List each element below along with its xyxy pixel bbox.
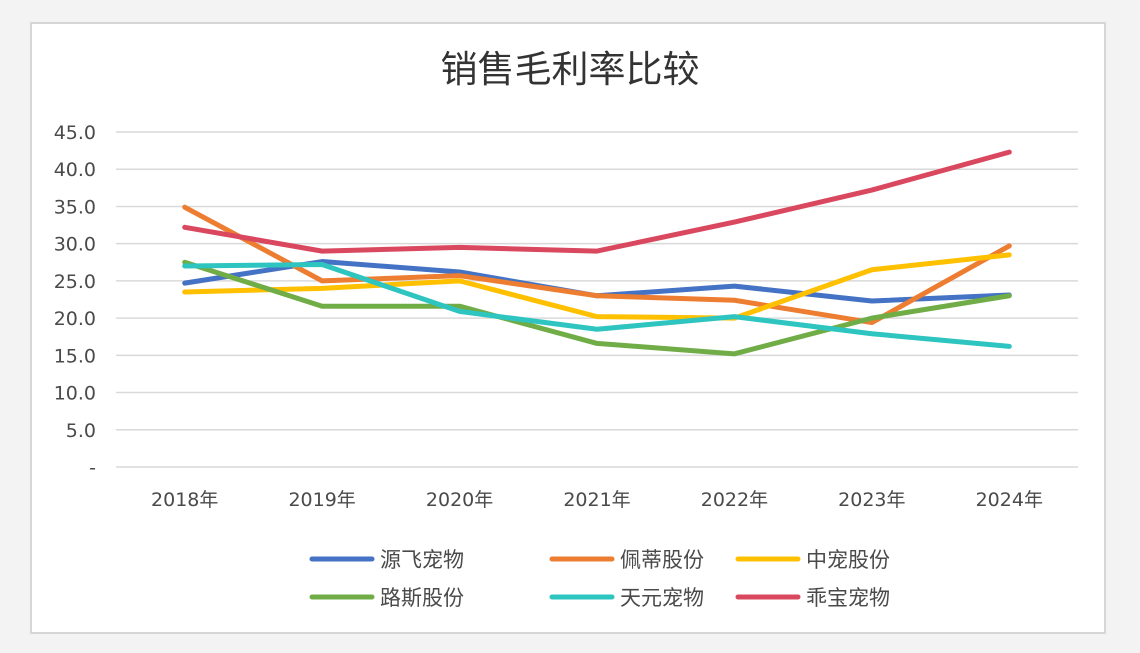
legend-label: 路斯股份: [380, 586, 464, 610]
x-tick-label: 2023年: [838, 489, 905, 511]
legend-label: 乖宝宠物: [806, 586, 890, 610]
x-tick-label: 2022年: [701, 489, 768, 511]
series-line: [182, 259, 1012, 357]
y-tick-label: 5.0: [66, 420, 96, 442]
series-line: [182, 149, 1012, 254]
legend-label: 源飞宠物: [380, 548, 464, 572]
y-tick-label: 25.0: [54, 271, 96, 293]
line-chart: 销售毛利率比较 - 5.0 10.0 15.0 20.0 25.0 30.0 35.0 40.0…: [54, 48, 1078, 610]
legend-label: 天元宠物: [620, 586, 704, 610]
y-tick-label: 35.0: [54, 196, 96, 218]
chart-frame: 销售毛利率比较 - 5.0 10.0 15.0 20.0 25.0 30.0 35.0 40.0…: [30, 22, 1106, 634]
y-tick-label: 30.0: [54, 234, 96, 256]
y-tick-label: 20.0: [54, 308, 96, 330]
series-line: [182, 204, 1012, 326]
legend-label: 中宠股份: [806, 548, 890, 572]
y-tick-label: 10.0: [54, 383, 96, 405]
x-tick-label: 2024年: [976, 489, 1043, 511]
x-tick-label: 2021年: [563, 489, 630, 511]
x-tick-label: 2018年: [151, 489, 218, 511]
chart-title: 销售毛利率比较: [441, 48, 700, 91]
y-tick-label: 40.0: [54, 159, 96, 181]
y-tick-label: -: [89, 457, 96, 479]
series-line: [182, 252, 1012, 321]
x-tick-label: 2019年: [288, 489, 355, 511]
y-axis-ticks: - 5.0 10.0 15.0 20.0 25.0 30.0 35.0 40.0 45.0: [54, 122, 96, 479]
y-tick-label: 15.0: [54, 345, 96, 367]
x-tick-label: 2020年: [426, 489, 493, 511]
series-line: [182, 262, 1012, 349]
x-axis-ticks: 2018年 2019年 2020年 2021年 2022年 2023年 2024年: [151, 489, 1043, 511]
legend-label: 佩蒂股份: [620, 548, 704, 572]
y-tick-label: 45.0: [54, 122, 96, 144]
series-lines: [182, 149, 1012, 357]
